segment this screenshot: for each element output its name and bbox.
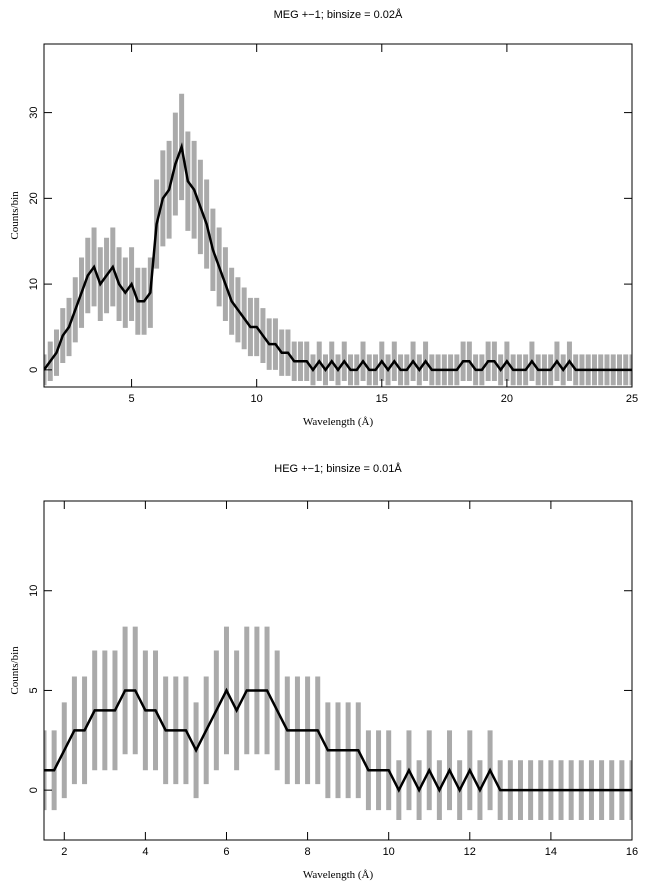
x-tick-label: 14	[545, 846, 557, 858]
plot-frame	[43, 43, 633, 388]
spectrum-line	[44, 142, 632, 372]
chart-title: MEG +−1; binsize = 0.02Å	[274, 8, 403, 21]
y-axis-label: Counts/bin	[9, 191, 21, 240]
x-axis-label: Wavelength (Å)	[303, 869, 374, 881]
y-tick-label: 20	[28, 192, 40, 204]
plot-frame	[43, 500, 633, 841]
y-tick-label: 0	[28, 787, 40, 793]
y-tick-label: 0	[28, 367, 40, 373]
x-tick-label: 4	[142, 846, 148, 858]
y-tick-label: 10	[28, 585, 40, 597]
x-tick-label: 2	[61, 846, 67, 858]
y-tick-label: 10	[28, 278, 40, 290]
x-tick-label: 20	[501, 393, 513, 405]
x-tick-label: 6	[223, 846, 229, 858]
x-tick-label: 12	[464, 846, 476, 858]
x-axis-label: Wavelength (Å)	[303, 416, 374, 428]
plot-data	[44, 626, 632, 821]
x-tick-label: 5	[129, 393, 135, 405]
x-tick-label: 16	[626, 846, 638, 858]
spectrum-line	[44, 687, 632, 793]
x-tick-label: 8	[305, 846, 311, 858]
x-tick-label: 25	[626, 393, 638, 405]
x-tick-label: 10	[383, 846, 395, 858]
x-tick-label: 15	[376, 393, 388, 405]
x-tick-label: 10	[251, 393, 263, 405]
y-axis-label: Counts/bin	[9, 646, 21, 695]
plot-data	[44, 93, 632, 386]
y-tick-label: 5	[28, 687, 40, 693]
y-tick-label: 30	[28, 106, 40, 118]
chart-title: HEG +−1; binsize = 0.01Å	[274, 462, 402, 475]
